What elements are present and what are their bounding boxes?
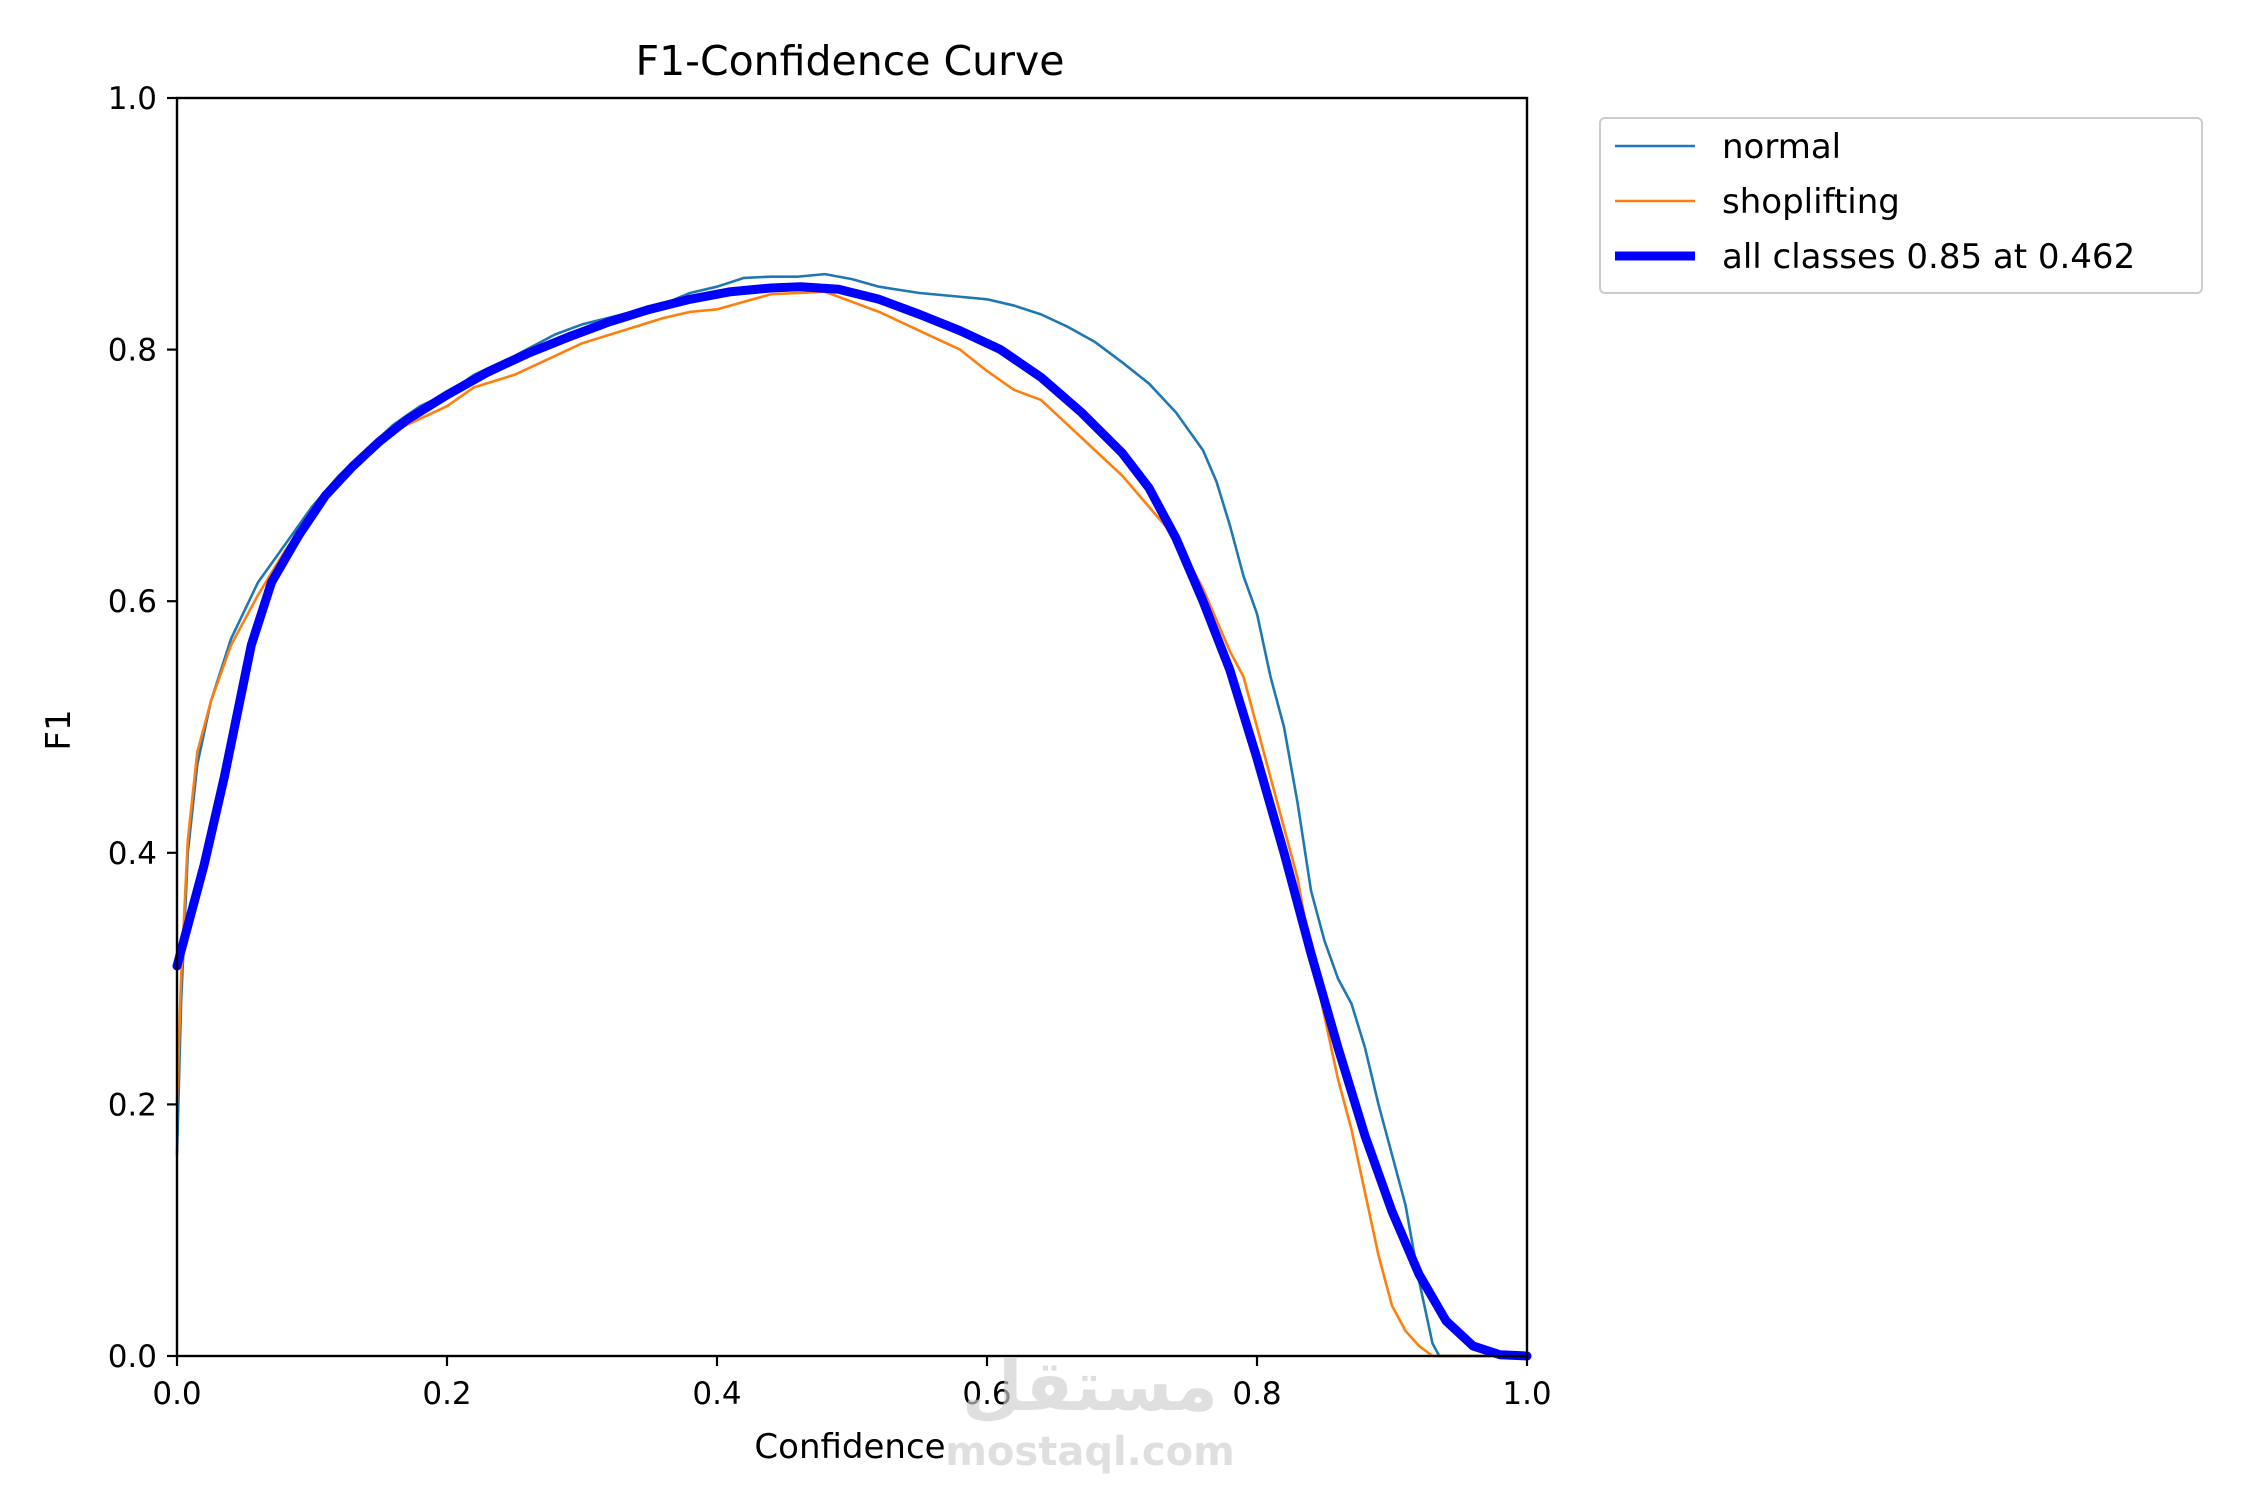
series-layer xyxy=(172,272,1532,1361)
plot-background xyxy=(177,98,1527,1356)
legend-box xyxy=(1599,117,2203,294)
y-tick-label-5: 1.0 xyxy=(108,81,157,117)
legend-label-2: all classes 0.85 at 0.462 xyxy=(1722,237,2135,277)
y-tick-label-3: 0.6 xyxy=(108,584,157,620)
watermark: مستقل mostaql.com xyxy=(945,1345,1235,1475)
legend: normal shoplifting all classes 0.85 at 0.4… xyxy=(1599,117,2203,294)
x-axis-label: Confidence xyxy=(754,1427,945,1467)
plot-area xyxy=(177,98,1527,1356)
y-tick-label-4: 0.8 xyxy=(108,333,157,369)
series-line-2 xyxy=(172,282,1532,1361)
legend-label-1: shoplifting xyxy=(1722,182,1900,222)
x-tick-label-0: 0.0 xyxy=(152,1376,201,1412)
watermark-latin: mostaql.com xyxy=(945,1429,1235,1475)
x-tick-label-2: 0.4 xyxy=(692,1376,741,1412)
axes-layer: 0.0 0.2 0.4 0.6 0.8 1.0 0.0 0.2 0.4 0.6 0.8 1.0 xyxy=(108,81,1552,1412)
x-tick-label-5: 1.0 xyxy=(1502,1376,1551,1412)
y-tick-label-1: 0.2 xyxy=(108,1087,157,1123)
y-tick-label-2: 0.4 xyxy=(108,836,157,872)
x-tick-label-1: 0.2 xyxy=(422,1376,471,1412)
chart-title: F1-Confidence Curve xyxy=(636,37,1065,85)
axes-frame xyxy=(175,96,1529,1358)
watermark-arabic: مستقل xyxy=(962,1345,1218,1427)
x-tick-label-4: 0.8 xyxy=(1232,1376,1281,1412)
y-tick-label-0: 0.0 xyxy=(108,1339,157,1375)
legend-label-0: normal xyxy=(1722,127,1841,167)
x-tick-label-3: 0.6 xyxy=(962,1376,1011,1412)
y-axis-label: F1 xyxy=(39,709,79,750)
